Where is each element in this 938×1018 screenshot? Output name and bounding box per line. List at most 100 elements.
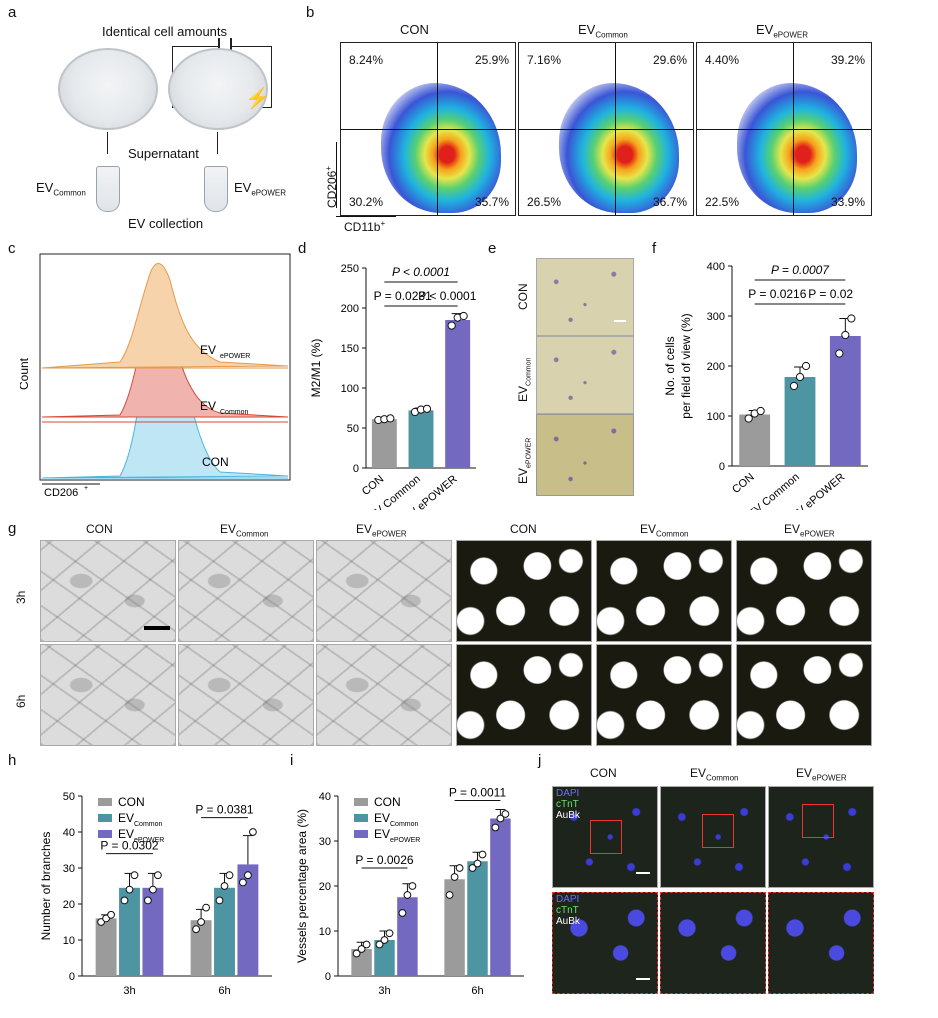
arrow-line [107, 132, 108, 154]
data-point [841, 330, 850, 340]
g-col-label: CON [86, 522, 113, 536]
data-point [244, 871, 252, 880]
g-col-label: EVePOWER [356, 522, 407, 539]
j-legend-zoom: DAPI cTnT AuBk [556, 894, 580, 927]
panel-label-j: j [538, 752, 542, 769]
legend-label: EV [374, 811, 390, 825]
data-point [352, 949, 361, 958]
y-axis-label: M2/M1 (%) [309, 339, 323, 398]
x-tick-label: EV Common [746, 471, 801, 510]
data-point [445, 891, 454, 899]
legend-swatch [354, 814, 368, 822]
scale-bar [614, 320, 626, 322]
data-point [847, 314, 856, 323]
b-y-arrow [336, 142, 337, 208]
legend-label: EV [118, 811, 134, 825]
flow-title: CON [400, 22, 429, 37]
zoom-box [702, 814, 734, 848]
y-tick-label: 10 [63, 935, 75, 947]
data-point [385, 929, 394, 938]
j-col-label: EVePOWER [796, 766, 847, 783]
x-tick-label: CON [730, 471, 756, 496]
c-ylabel: Count [20, 357, 31, 390]
bar [467, 861, 488, 976]
p-value: P < 0.0001 [418, 289, 476, 303]
y-tick-label: 40 [63, 827, 75, 839]
g-row-6h: 6h [14, 694, 28, 708]
data-point [789, 381, 799, 391]
y-tick-label: 100 [341, 383, 359, 395]
g-col-label: EVePOWER [784, 522, 835, 539]
gate-line-h [697, 129, 871, 130]
x-tick-label: 6h [471, 985, 483, 997]
g-mask [736, 644, 872, 746]
g-image [316, 644, 452, 746]
legend-sub: Common [390, 821, 419, 828]
quadrant-ll: 22.5% [705, 195, 740, 209]
legend-label: CON [118, 795, 145, 809]
data-point [380, 936, 389, 944]
c-series-epower: EV [200, 343, 216, 357]
arrow-line [217, 132, 218, 154]
x-tick-label: 3h [123, 985, 135, 997]
panel-label-i: i [290, 752, 294, 769]
panel-label-g: g [8, 520, 17, 537]
g-col-label: CON [510, 522, 537, 536]
scale-bar [636, 872, 650, 874]
p-value: P = 0.0216 [748, 287, 806, 301]
scale-bar [636, 978, 650, 980]
panel-label-f: f [652, 240, 657, 257]
panel-label-e: e [488, 240, 497, 257]
flow-density [559, 83, 679, 213]
data-point [386, 414, 395, 423]
y-tick-label: 20 [63, 899, 75, 911]
e-row-epower: EVePOWER [516, 437, 533, 484]
flow-plot: 4.40% 39.2% 22.5% 33.9% [696, 42, 872, 216]
bar [95, 918, 117, 976]
ev-epower-label: EVePOWER [234, 180, 287, 198]
j-legend: DAPI cTnT AuBk [556, 788, 580, 821]
g-col-label: EVCommon [220, 522, 269, 539]
y-axis-label: per field of view (%) [679, 313, 693, 418]
panel-label-a: a [8, 4, 17, 21]
tube-icon [204, 166, 228, 212]
y-tick-label: 200 [707, 361, 725, 373]
legend-swatch [98, 798, 112, 806]
p-value: P = 0.0011 [449, 786, 507, 800]
data-point [478, 850, 487, 859]
data-point [835, 349, 844, 358]
data-point [197, 918, 205, 926]
y-tick-label: 0 [325, 971, 331, 983]
data-point [403, 891, 412, 899]
data-point [202, 903, 210, 912]
legend-label: EV [118, 827, 134, 841]
g-mask [456, 540, 592, 642]
ev-common-label: EVCommon [36, 180, 86, 198]
data-point [375, 940, 384, 949]
y-tick-label: 150 [341, 343, 359, 355]
j-col-label: EVCommon [690, 766, 739, 783]
legend-swatch [354, 830, 368, 838]
y-tick-label: 0 [719, 461, 725, 473]
bar [397, 897, 418, 976]
c-histogram: Count EV ePOWER EV Common CON CD206 + [20, 253, 291, 499]
bar [829, 336, 861, 466]
panel-label-d: d [298, 240, 307, 257]
g-col-label: EVCommon [640, 522, 689, 539]
g-mask [596, 644, 732, 746]
panel-label-h: h [8, 752, 17, 769]
gate-line-v [615, 43, 616, 215]
bar [214, 887, 235, 976]
data-point [249, 828, 257, 836]
legend-sub: Common [134, 821, 163, 828]
legend-label: EV [374, 827, 390, 841]
g-image [316, 540, 452, 642]
data-point [744, 414, 753, 423]
gate-line-v [793, 43, 794, 215]
quadrant-ul: 8.24% [349, 53, 384, 67]
data-point [496, 814, 505, 823]
legend-swatch [98, 814, 112, 822]
data-point [468, 864, 477, 872]
data-point [362, 940, 371, 949]
